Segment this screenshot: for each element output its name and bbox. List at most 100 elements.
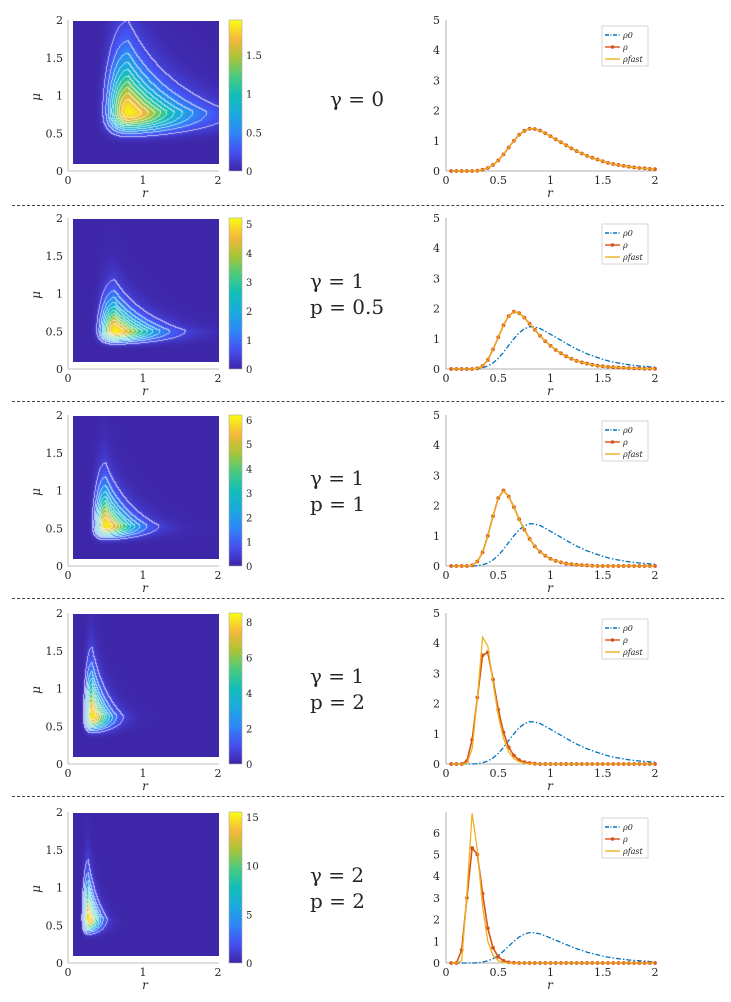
legend-label: ρfast bbox=[622, 648, 644, 657]
axes-overlay: 0 1 2 0 0.5 1 1.5 2 r μ 0 2 4 6 8 0 0.5 1 1.5 2 0 1 2 3 4 5 r ρ0 ρ ρf… bbox=[29, 607, 659, 793]
row-divider bbox=[12, 205, 724, 206]
x-tick-label: 0 bbox=[65, 372, 72, 385]
y-tick-label: 1 bbox=[433, 333, 440, 346]
heatmap-image bbox=[73, 21, 219, 164]
y-tick-label: 0 bbox=[433, 957, 440, 970]
y-tick-label: 0 bbox=[433, 165, 440, 178]
x-tick-label: 2 bbox=[652, 569, 659, 582]
legend-label: ρ0 bbox=[622, 31, 633, 40]
y-tick-label: 0 bbox=[56, 560, 63, 573]
colorbar-frame bbox=[228, 612, 243, 765]
legend-label: ρ bbox=[622, 636, 628, 645]
x-tick-label: 2 bbox=[215, 966, 222, 979]
y-tick-label: 5 bbox=[433, 14, 440, 27]
y-axis-label: μ bbox=[29, 291, 43, 299]
y-tick-label: 0 bbox=[433, 560, 440, 573]
row-divider bbox=[12, 401, 724, 402]
x-tick-label: 2 bbox=[652, 767, 659, 780]
y-tick-label: 4 bbox=[433, 242, 440, 255]
y-tick-label: 2 bbox=[433, 105, 440, 118]
legend-label: ρ bbox=[622, 835, 628, 844]
y-tick-label: 1.5 bbox=[46, 52, 64, 65]
y-axis-label: μ bbox=[29, 885, 43, 893]
colorbar-tick-label: 6 bbox=[246, 416, 252, 427]
x-tick-label: 2 bbox=[652, 966, 659, 979]
colorbar-tick-label: 5 bbox=[246, 440, 252, 451]
x-tick-label: 1.5 bbox=[594, 372, 612, 385]
y-tick-label: 2 bbox=[433, 500, 440, 513]
y-tick-label: 1.5 bbox=[46, 844, 64, 857]
series-rho0-line bbox=[451, 721, 656, 765]
legend-label: ρfast bbox=[622, 450, 644, 459]
y-tick-label: 0 bbox=[433, 363, 440, 376]
legend-marker bbox=[610, 243, 615, 247]
x-tick-label: 0 bbox=[443, 372, 450, 385]
x-tick-label: 1 bbox=[140, 372, 147, 385]
colorbar-tick-label: 8 bbox=[246, 618, 252, 629]
y-tick-label: 0.5 bbox=[46, 127, 64, 140]
x-tick-label: 0 bbox=[443, 174, 450, 187]
y-axis-label: μ bbox=[29, 686, 43, 694]
colorbar-frame bbox=[228, 19, 243, 172]
x-tick-label: 0.5 bbox=[490, 569, 508, 582]
legend: ρ0 ρ ρfast bbox=[601, 420, 649, 462]
x-tick-label: 0.5 bbox=[490, 966, 508, 979]
gamma-label: γ = 1 bbox=[310, 269, 365, 293]
legend-label: ρfast bbox=[622, 253, 644, 262]
x-tick-label: 0.5 bbox=[490, 372, 508, 385]
x-tick-label: 1.5 bbox=[594, 767, 612, 780]
colorbar-tick-label: 0 bbox=[246, 365, 252, 376]
x-tick-label: 2 bbox=[652, 174, 659, 187]
legend-label: ρ bbox=[622, 43, 628, 52]
y-tick-label: 1.5 bbox=[46, 447, 64, 460]
gamma-label: γ = 1 bbox=[310, 466, 365, 490]
colorbar-tick-label: 10 bbox=[246, 862, 259, 873]
legend: ρ0 ρ ρfast bbox=[601, 223, 649, 265]
x-axis-label: r bbox=[142, 581, 149, 595]
x-tick-label: 1.5 bbox=[594, 174, 612, 187]
x-tick-label: 0.5 bbox=[490, 767, 508, 780]
figure-row-2: 0 1 2 0 0.5 1 1.5 2 r μ 0 1 2 3 4 5 0 0.5 1 1.5 2 0 1 2 3 4 5 r ρ0 ρ ρ… bbox=[0, 198, 731, 398]
y-tick-label: 1.5 bbox=[46, 645, 64, 658]
series-rho0-line bbox=[451, 523, 656, 567]
x-tick-label: 1 bbox=[547, 174, 554, 187]
series-rho0-line bbox=[451, 931, 656, 964]
series-rho-fast-line bbox=[451, 310, 655, 370]
legend-marker bbox=[610, 638, 615, 642]
y-tick-label: 2 bbox=[433, 303, 440, 316]
colorbar-frame bbox=[228, 217, 243, 370]
y-tick-label: 4 bbox=[433, 637, 440, 650]
x-axis-label: r bbox=[547, 978, 554, 992]
axes-overlay: 0 1 2 0 0.5 1 1.5 2 r μ 0 0.5 1 1.5 0 0.5 1 1.5 2 0 1 2 3 4 5 r ρ0… bbox=[29, 14, 659, 200]
x-tick-label: 1 bbox=[140, 966, 147, 979]
legend-label: ρ0 bbox=[622, 823, 633, 832]
x-tick-label: 2 bbox=[215, 372, 222, 385]
y-tick-label: 1 bbox=[433, 728, 440, 741]
y-tick-label: 2 bbox=[56, 607, 63, 620]
x-axis-label: r bbox=[142, 779, 149, 793]
y-tick-label: 4 bbox=[433, 44, 440, 57]
colorbar-tick-label: 1 bbox=[246, 90, 252, 101]
colorbar bbox=[229, 613, 242, 764]
y-tick-label: 1 bbox=[433, 935, 440, 948]
p-label: p = 2 bbox=[310, 889, 365, 913]
colorbar-tick-label: 0 bbox=[246, 562, 252, 573]
colorbar-tick-label: 4 bbox=[246, 465, 252, 476]
axes-overlay: 0 1 2 0 0.5 1 1.5 2 r μ 0 1 2 3 4 5 0 0.5 1 1.5 2 0 1 2 3 4 5 r ρ0 ρρ… bbox=[29, 212, 659, 398]
legend-label: ρfast bbox=[622, 55, 644, 64]
gamma-label: γ = 0 bbox=[330, 87, 385, 111]
legend-marker bbox=[610, 440, 615, 444]
x-tick-label: 0 bbox=[443, 569, 450, 582]
colorbar-tick-label: 5 bbox=[246, 910, 252, 921]
y-tick-label: 1 bbox=[433, 135, 440, 148]
x-tick-label: 0 bbox=[65, 767, 72, 780]
y-tick-label: 3 bbox=[433, 892, 440, 905]
legend-marker bbox=[610, 45, 615, 49]
colorbar-tick-label: 4 bbox=[246, 249, 252, 260]
series-rho-fast-line bbox=[451, 128, 656, 172]
y-tick-label: 1 bbox=[56, 683, 63, 696]
colorbar bbox=[229, 218, 242, 369]
